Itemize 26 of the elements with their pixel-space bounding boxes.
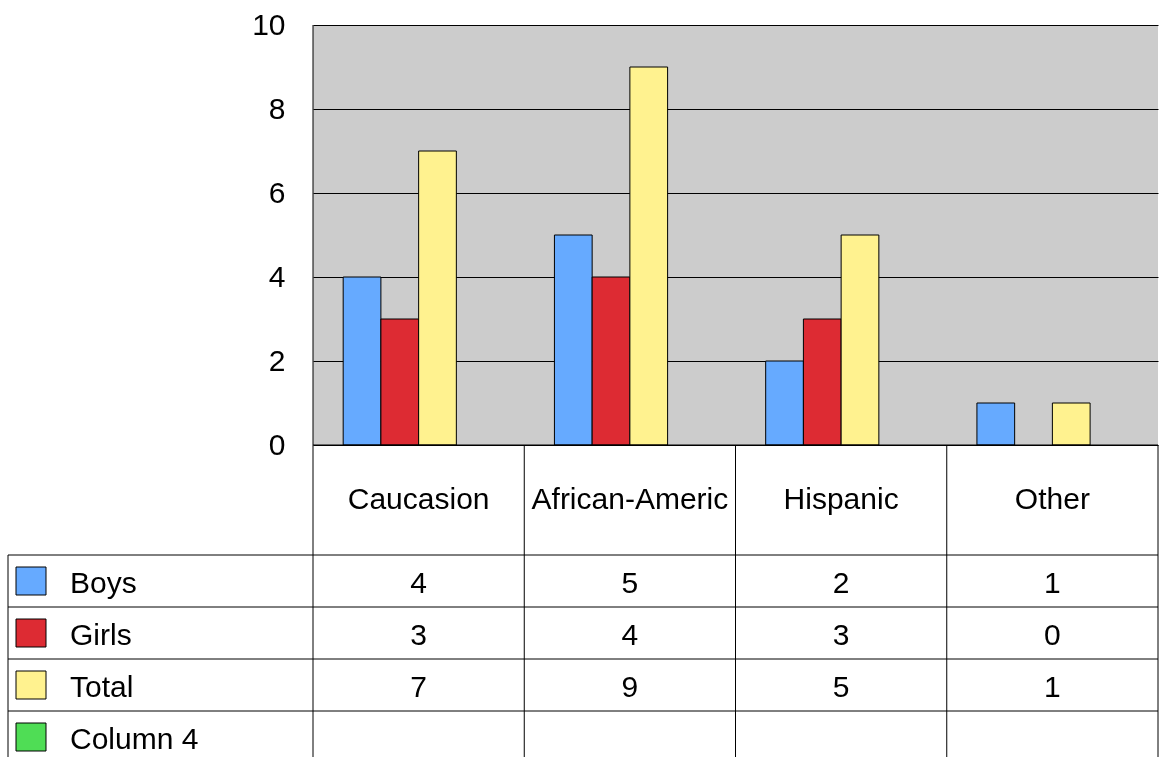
data-label: 5 [832,670,850,703]
y-tick-label: 8 [268,91,286,125]
x-tick-label: Caucasion [347,482,490,515]
data-label: 2 [832,566,850,599]
y-tick-label: 10 [252,7,286,41]
data-label: 1 [1044,566,1061,599]
data-label: 9 [621,670,639,703]
x-tick-label: Hispanic [783,482,899,515]
data-label: 3 [410,618,427,651]
data-label: 4 [621,618,639,651]
legend-label: Girls [70,618,132,651]
data-label: 0 [1044,618,1061,651]
data-label: 1 [1044,670,1061,703]
data-label: 4 [410,566,427,599]
legend-label: Total [70,670,134,703]
data-label: 3 [832,618,850,651]
data-label: 7 [410,670,427,703]
legend-label: Boys [70,566,137,599]
x-tick-label: Other [1014,482,1090,515]
y-tick-label: 2 [268,343,286,377]
y-tick-label: 4 [268,259,286,293]
x-tick-label: African-Americ [531,482,729,515]
data-label: 5 [621,566,639,599]
legend-label: Column 4 [70,722,199,755]
y-tick-label: 0 [268,427,286,461]
y-tick-label: 6 [268,175,286,209]
